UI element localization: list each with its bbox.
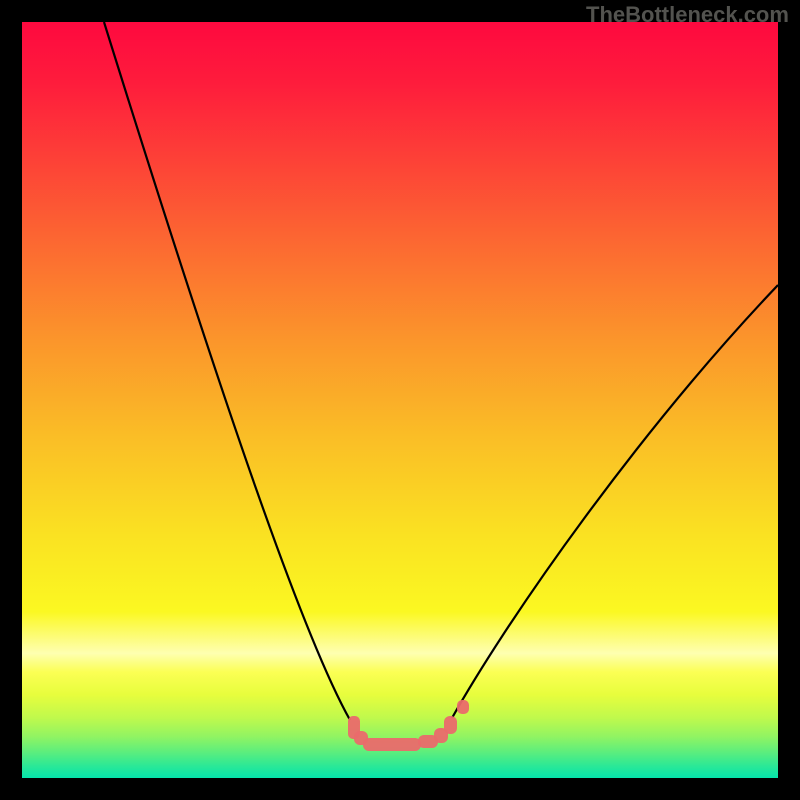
- watermark-text: TheBottleneck.com: [586, 2, 789, 28]
- chart-canvas: [0, 0, 800, 800]
- valley-marker: [363, 738, 421, 751]
- valley-marker: [457, 700, 469, 714]
- valley-marker: [444, 716, 457, 734]
- gradient-background: [22, 22, 778, 778]
